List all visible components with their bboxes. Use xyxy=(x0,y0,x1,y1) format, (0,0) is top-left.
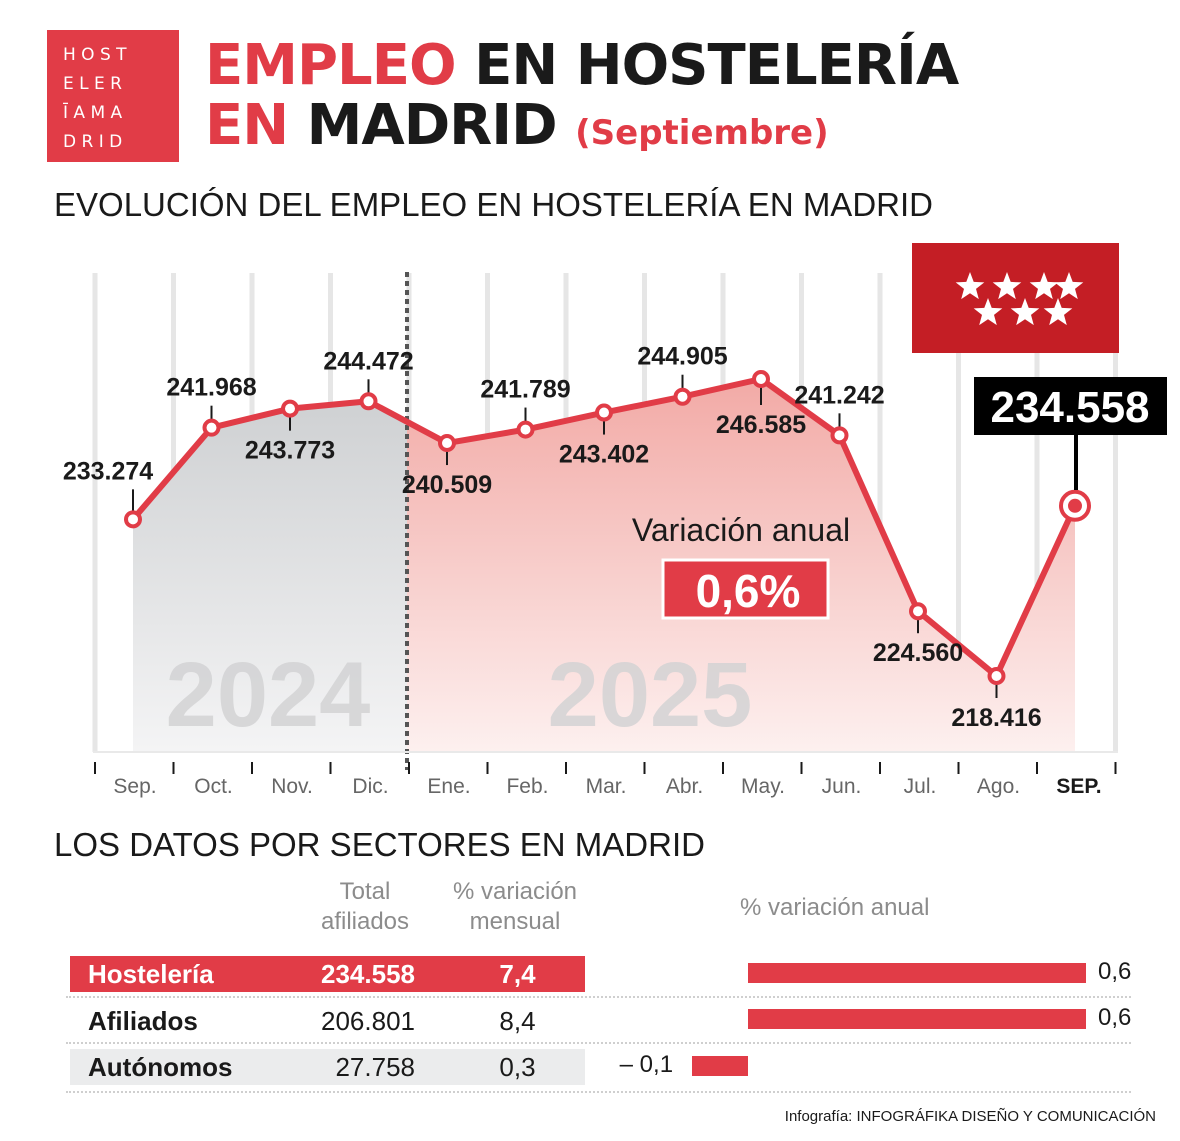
page-title-line-2: EN MADRID (Septiembre) xyxy=(205,96,829,163)
variation-label: Variación anual xyxy=(632,512,850,548)
star-icon xyxy=(1043,298,1073,326)
bar-label-afiliados: 0,6 xyxy=(1098,1004,1132,1031)
logo-row-3: Ī A M A xyxy=(63,103,123,123)
row-total-hosteleria: 234.558 xyxy=(321,959,415,989)
row-mensual-hosteleria: 7,4 xyxy=(499,959,536,989)
logo-row-4: D R I D xyxy=(63,132,123,152)
row-name-autonomos: Autónomos xyxy=(88,1052,233,1082)
data-point xyxy=(830,426,849,445)
data-point xyxy=(281,399,299,418)
data-point xyxy=(202,418,221,437)
x-tick-label: Oct. xyxy=(194,775,233,798)
x-tick-label: Jul. xyxy=(904,775,937,798)
bar-label-autonomos: – 0,1 xyxy=(619,1051,674,1078)
data-label: 246.585 xyxy=(716,411,806,439)
data-point xyxy=(438,434,456,453)
credit-author: INFOGRÁFIKA DISEÑO Y COMUNICACIÓN xyxy=(856,1108,1157,1125)
data-label: 218.416 xyxy=(951,704,1041,732)
section-title-sectores: LOS DATOS POR SECTORES EN MADRID xyxy=(54,826,705,863)
data-label: 243.402 xyxy=(559,441,649,469)
header-anual: % variación anual xyxy=(740,894,930,921)
x-tick-label: SEP. xyxy=(1056,775,1101,798)
bar-anual-afiliados xyxy=(748,1009,1086,1029)
credit: Infografía: INFOGRÁFIKA DISEÑO Y COMUNIC… xyxy=(785,1108,1156,1125)
row-bg-autonomos xyxy=(70,1049,585,1085)
x-tick-label: Dic. xyxy=(352,775,388,798)
highlight-value: 234.558 xyxy=(990,383,1149,432)
bar-anual-autonomos xyxy=(691,1056,748,1076)
header-mensual: % variación mensual xyxy=(452,878,578,935)
data-point xyxy=(516,420,535,439)
data-label: 241.242 xyxy=(794,381,884,409)
variation-box xyxy=(661,558,830,620)
year-label-2025: 2025 xyxy=(548,644,753,746)
row-name-hosteleria: Hostelería xyxy=(88,959,214,989)
x-tick-label: Mar. xyxy=(586,775,627,798)
row-divider-1 xyxy=(66,996,1131,998)
page-title-line-1: EMPLEO EN HOSTELERÍA xyxy=(205,33,959,98)
employment-line-chart: 2024 2025 233.274 241.968 243.773 244.472 240… xyxy=(63,243,1167,798)
data-label: 233.274 xyxy=(63,457,153,485)
title-en-hosteleria: EN HOSTELERÍA xyxy=(474,33,959,98)
x-tick-label: Sep. xyxy=(113,775,156,798)
madrid-flag-icon xyxy=(912,243,1119,353)
area-2024 xyxy=(133,401,407,752)
section-title-evolucion: EVOLUCIÓN DEL EMPLEO EN HOSTELERÍA EN MA… xyxy=(54,186,933,223)
data-label: 241.968 xyxy=(166,374,256,402)
data-point xyxy=(752,370,770,388)
x-tick-label: Ene. xyxy=(427,775,470,798)
bar-anual-hosteleria xyxy=(748,963,1086,983)
data-label: 240.509 xyxy=(402,471,492,499)
title-en: EN xyxy=(205,93,289,158)
title-month: (Septiembre) xyxy=(575,113,829,153)
credit-prefix: Infografía: xyxy=(784,1108,853,1125)
star-icon xyxy=(992,272,1022,300)
star-icon xyxy=(973,298,1003,326)
row-mensual-afiliados: 8,4 xyxy=(499,1006,536,1036)
highlight-point-core xyxy=(1068,498,1082,513)
data-point xyxy=(909,602,927,621)
data-label: 241.789 xyxy=(480,376,570,404)
data-point xyxy=(673,387,692,406)
x-tick-label: Feb. xyxy=(506,775,548,798)
year-label-2024: 2024 xyxy=(166,644,371,746)
highlight-callout: 234.558 xyxy=(974,377,1167,490)
row-bg-hosteleria xyxy=(70,956,585,992)
star-icon xyxy=(1054,272,1084,300)
data-point xyxy=(595,403,613,422)
variation-value: 0,6% xyxy=(696,565,801,617)
star-icon xyxy=(955,272,985,300)
row-name-afiliados: Afiliados xyxy=(88,1006,198,1036)
star-icon xyxy=(1029,272,1059,300)
data-label: 224.560 xyxy=(873,639,963,667)
data-label: 244.472 xyxy=(323,347,413,375)
logo-row-1: H O S T xyxy=(63,45,127,65)
logo: H O S T E L E R Ī A M A D R I D xyxy=(47,30,179,162)
x-tick-label: Nov. xyxy=(271,775,313,798)
title-madrid: MADRID xyxy=(306,93,558,158)
title-empleo: EMPLEO xyxy=(205,33,457,98)
row-mensual-autonomos: 0,3 xyxy=(499,1052,536,1082)
x-tick-label: Abr. xyxy=(666,775,703,798)
row-total-autonomos: 27.758 xyxy=(335,1052,415,1082)
star-icon xyxy=(1010,298,1040,326)
x-tick-label: May. xyxy=(741,775,785,798)
data-label: 243.773 xyxy=(245,437,335,465)
row-total-afiliados: 206.801 xyxy=(321,1006,415,1036)
logo-row-2: E L E R xyxy=(63,74,122,94)
x-tick-label: Ago. xyxy=(977,775,1020,798)
data-point xyxy=(987,667,1006,685)
bar-label-hosteleria: 0,6 xyxy=(1098,958,1132,985)
data-point xyxy=(359,392,378,411)
row-divider-3 xyxy=(66,1091,1131,1093)
x-tick-label: Jun. xyxy=(822,775,862,798)
header-total: Total afiliados xyxy=(320,878,410,935)
data-label: 244.905 xyxy=(637,343,727,371)
row-divider-2 xyxy=(66,1042,1131,1044)
data-point xyxy=(124,510,142,529)
